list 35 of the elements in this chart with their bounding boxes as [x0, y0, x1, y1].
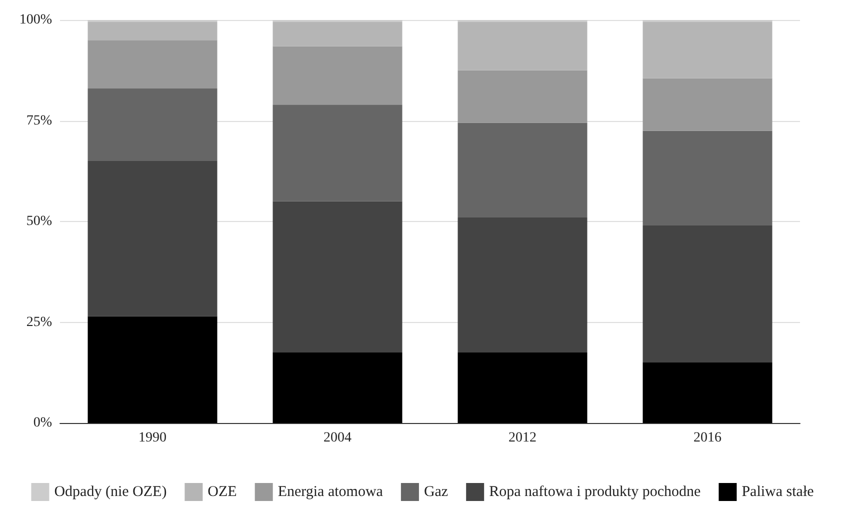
y-tick-label: 100%	[19, 12, 52, 28]
y-tick-label: 75%	[26, 113, 52, 128]
legend-label: Paliwa stałe	[742, 484, 814, 500]
bar	[458, 352, 588, 423]
bar	[88, 161, 218, 316]
y-tick-label: 0%	[33, 416, 52, 430]
x-tick-label: 2012	[508, 430, 536, 446]
bar	[458, 217, 588, 352]
x-tick-label: 1990	[138, 430, 166, 446]
bar	[272, 104, 402, 202]
x-tick-label: 2016	[694, 430, 722, 446]
bar	[88, 22, 218, 40]
bar	[272, 22, 402, 46]
bar	[642, 130, 772, 226]
bar	[272, 201, 402, 352]
bar	[272, 46, 402, 105]
legend-label: Energia atomowa	[278, 484, 384, 500]
bar	[272, 352, 402, 423]
legend-label: Gaz	[424, 484, 448, 500]
bar	[458, 22, 588, 70]
legend-label: Ropa naftowa i produkty pochodne	[489, 484, 702, 500]
bar	[88, 40, 218, 89]
bar	[642, 362, 772, 423]
bar	[458, 70, 588, 123]
bar	[88, 88, 218, 162]
bar	[642, 22, 772, 78]
legend-label: Odpady (nie OZE)	[54, 484, 167, 500]
x-tick-label: 2004	[324, 430, 352, 446]
y-tick-label: 25%	[26, 314, 52, 330]
bar	[642, 78, 772, 131]
bar	[458, 122, 588, 218]
bar	[88, 316, 218, 423]
legend-label: OZE	[208, 484, 237, 500]
y-tick-label: 50%	[26, 214, 52, 229]
bar	[642, 226, 772, 363]
